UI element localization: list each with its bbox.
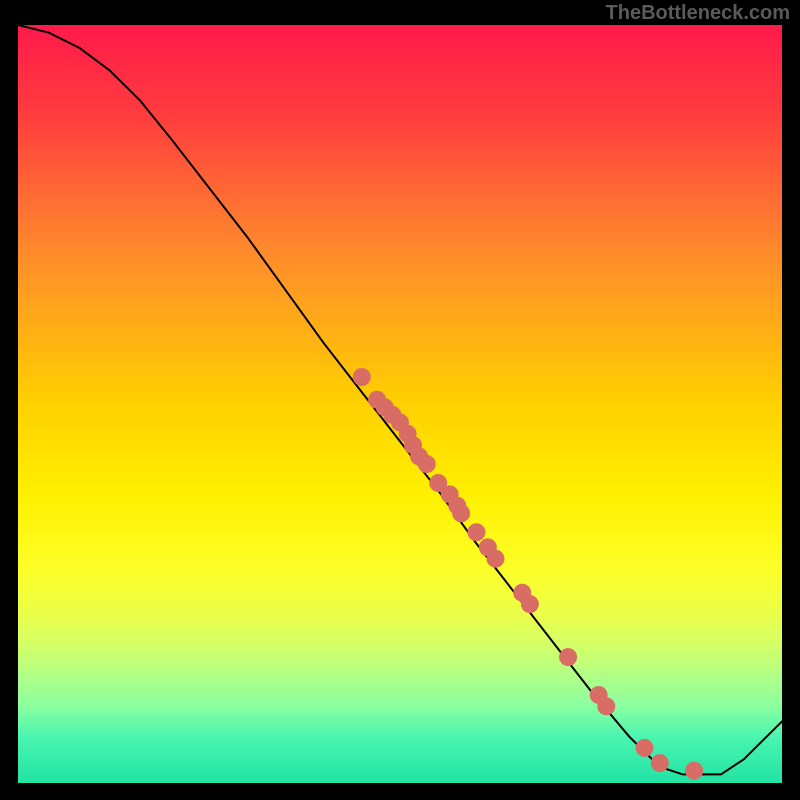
chart-marker (487, 550, 505, 568)
chart-marker (651, 754, 669, 772)
watermark-text: TheBottleneck.com (606, 2, 790, 25)
chart-plot-area (18, 25, 782, 782)
chart-marker (559, 648, 577, 666)
chart-marker (467, 523, 485, 541)
chart-marker (521, 595, 539, 613)
chart-marker (353, 368, 371, 386)
chart-marker (452, 504, 470, 522)
chart-marker (685, 762, 703, 780)
chart-gradient-background (18, 25, 782, 783)
chart-svg (18, 25, 782, 782)
chart-marker (635, 739, 653, 757)
chart-marker (597, 697, 615, 715)
chart-marker (418, 455, 436, 473)
